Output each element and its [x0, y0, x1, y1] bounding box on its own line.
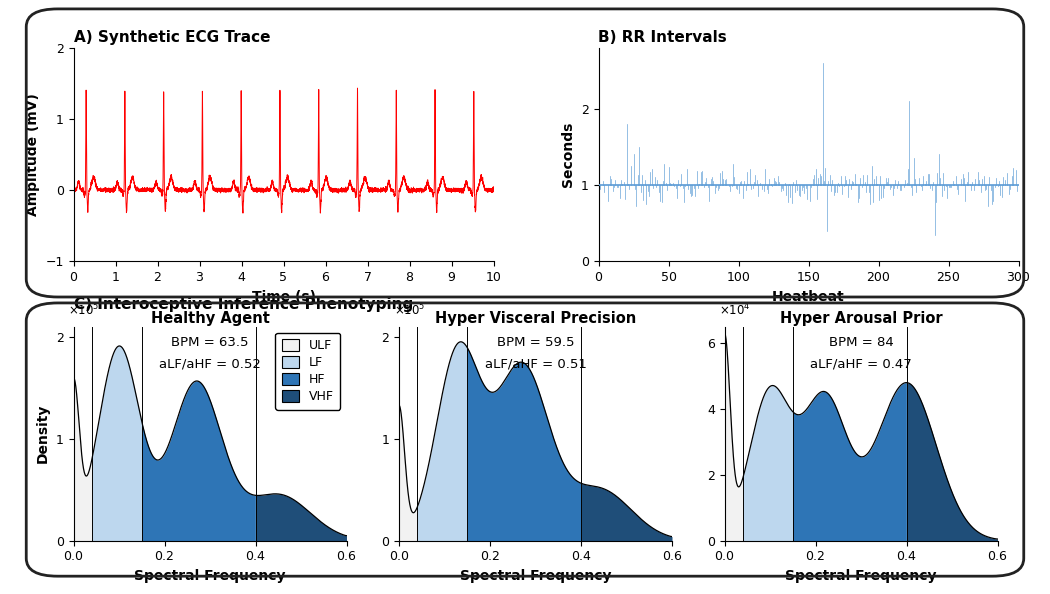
- X-axis label: Heatbeat: Heatbeat: [772, 290, 845, 304]
- Text: $\times10^{5}$: $\times10^{5}$: [394, 302, 425, 318]
- Text: BPM = 84: BPM = 84: [828, 336, 894, 349]
- Text: BPM = 59.5: BPM = 59.5: [497, 336, 574, 349]
- Text: C) Interoceptive Inference Phenotyping: C) Interoceptive Inference Phenotyping: [74, 297, 413, 312]
- Title: Hyper Arousal Prior: Hyper Arousal Prior: [780, 311, 942, 326]
- Y-axis label: Amplitude (mV): Amplitude (mV): [26, 93, 40, 216]
- Text: $\times10^{5}$: $\times10^{5}$: [68, 302, 100, 318]
- Text: B) RR Intervals: B) RR Intervals: [598, 30, 728, 45]
- Y-axis label: Density: Density: [36, 404, 50, 463]
- Text: A) Synthetic ECG Trace: A) Synthetic ECG Trace: [74, 30, 270, 45]
- Legend: ULF, LF, HF, VHF: ULF, LF, HF, VHF: [275, 333, 340, 410]
- Title: Healthy Agent: Healthy Agent: [150, 311, 270, 326]
- X-axis label: Time (s): Time (s): [252, 290, 315, 304]
- Text: BPM = 63.5: BPM = 63.5: [171, 336, 249, 349]
- X-axis label: Spectral Frequency: Spectral Frequency: [134, 569, 286, 583]
- X-axis label: Spectral Frequency: Spectral Frequency: [785, 569, 937, 583]
- X-axis label: Spectral Frequency: Spectral Frequency: [460, 569, 611, 583]
- Text: aLF/aHF = 0.52: aLF/aHF = 0.52: [159, 358, 261, 370]
- Y-axis label: Seconds: Seconds: [561, 122, 575, 187]
- Text: aLF/aHF = 0.47: aLF/aHF = 0.47: [811, 358, 911, 370]
- Title: Hyper Visceral Precision: Hyper Visceral Precision: [435, 311, 636, 326]
- Text: aLF/aHF = 0.51: aLF/aHF = 0.51: [484, 358, 587, 370]
- Text: $\times10^{4}$: $\times10^{4}$: [719, 302, 751, 318]
